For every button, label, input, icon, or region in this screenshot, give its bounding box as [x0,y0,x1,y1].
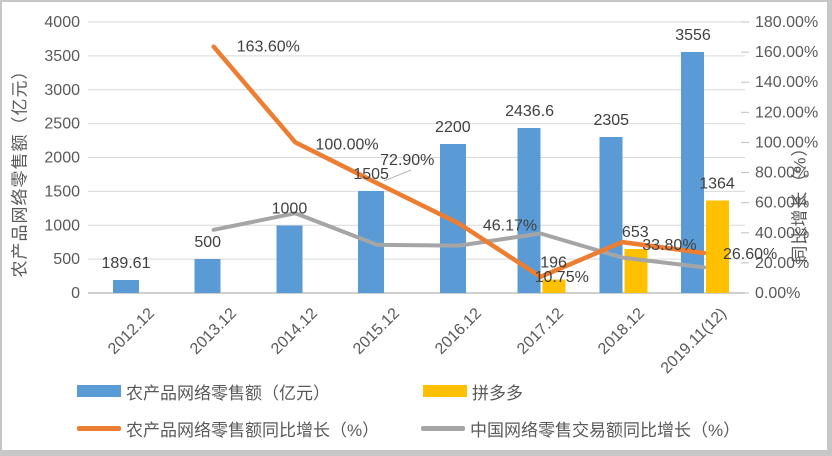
bar-agri-online-retail [276,225,303,293]
data-label-agri-retail: 2305 [593,112,629,129]
legend-bar-swatch [77,385,121,397]
y-axis-right-tick-label: 160.00% [755,44,818,61]
data-label-agri-growth-pct: 72.90% [380,152,434,169]
y-axis-left-tick-label: 500 [53,251,80,268]
y-axis-left-tick-label: 2500 [44,116,80,133]
legend-item-1: 农产品网络零售额（亿元） [77,381,330,403]
frame-border-right [827,0,832,456]
legend-line-swatch [421,425,465,431]
bar-agri-online-retail [194,259,221,293]
data-label-pinduoduo: 1364 [699,176,735,193]
data-label-agri-retail: 1505 [353,166,389,183]
bar-pinduoduo [542,279,566,293]
data-label-agri-growth-pct: 163.60% [237,39,300,56]
data-label-agri-growth-pct: 26.60% [723,246,777,263]
y-axis-right-tick-label: 100.00% [755,134,818,151]
data-label-agri-retail: 2436.6 [505,103,554,120]
y-axis-right-tick-label: 0.00% [755,285,800,302]
data-label-pinduoduo: 196 [540,255,567,272]
bar-agri-online-retail [113,280,139,293]
y-axis-right-tick-label: 20.00% [755,255,809,272]
data-label-agri-retail: 189.61 [102,255,151,272]
axis-title-right: 同比增长（%） [790,138,810,263]
y-axis-left-tick-label: 3500 [44,48,80,65]
data-label-agri-retail: 3556 [675,27,711,44]
y-axis-right-tick-label: 180.00% [755,14,818,31]
y-axis-right-tick-label: 40.00% [755,225,809,242]
y-axis-left-tick-label: 4000 [44,14,80,31]
data-label-agri-growth-pct: 33.80% [642,237,696,254]
legend-label: 拼多多 [472,383,523,403]
bar-pinduoduo [706,200,729,293]
frame-border-left [0,0,2,456]
y-axis-left-tick-label: 1000 [44,217,80,234]
bar-agri-online-retail [599,136,623,293]
y-axis-right-tick-label: 60.00% [755,195,809,212]
data-label-agri-retail: 2200 [435,119,471,136]
bar-agri-online-retail [517,127,541,293]
data-label-agri-retail: 500 [194,234,221,251]
y-axis-left-tick-label: 0 [71,285,80,302]
line-china-retail-growth [211,211,706,270]
legend-label: 农产品网络零售额同比增长（%） [126,420,380,440]
y-axis-left-tick-label: 1500 [44,183,80,200]
legend-item-4: 中国网络零售交易额同比增长（%） [421,418,741,440]
legend-item-3: 农产品网络零售额同比增长（%） [77,418,380,440]
y-axis-right-tick-label: 140.00% [755,74,818,91]
line-agri-retail-growth [211,44,707,280]
data-label-agri-growth-pct: 10.75% [535,269,589,286]
label-leader-line [383,169,412,182]
data-label-agri-growth-pct: 46.17% [483,217,537,234]
data-label-pinduoduo: 653 [622,224,649,241]
legend-line-swatch [77,425,121,431]
legend-item-2: 拼多多 [423,381,523,403]
data-label-agri-growth-pct: 100.00% [315,136,378,153]
legend-label: 中国网络零售交易额同比增长（%） [470,420,741,440]
bar-agri-online-retail [681,52,704,294]
y-axis-left-tick-label: 3000 [44,82,80,99]
legend-label: 农产品网络零售额（亿元） [126,383,330,403]
frame-border-top [0,0,832,2]
y-axis-right-tick-label: 80.00% [755,165,809,182]
frame-border-bottom [0,450,832,456]
y-axis-left-tick-label: 2000 [44,150,80,167]
data-label-agri-retail: 1000 [272,200,308,217]
legend-bar-swatch [423,385,467,397]
axis-title-left: 农产品网络零售额（亿元） [10,61,30,278]
y-axis-right-tick-label: 120.00% [755,104,818,121]
bar-pinduoduo [624,248,648,293]
